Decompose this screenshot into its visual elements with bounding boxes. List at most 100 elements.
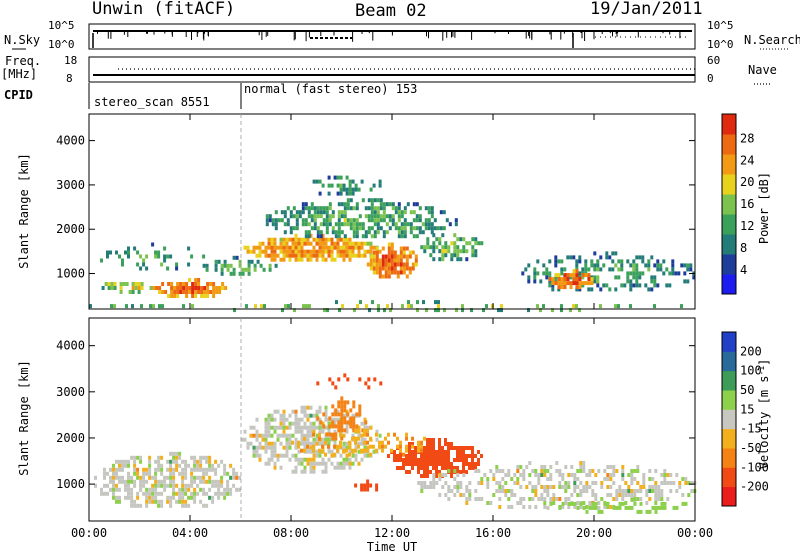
heatmap-cell [106, 471, 109, 476]
heatmap-cell [136, 491, 140, 496]
heatmap-cell [130, 479, 134, 484]
heatmap-cell [360, 433, 364, 438]
heatmap-cell [255, 449, 259, 454]
x-tick-label: 08:00 [273, 526, 309, 540]
heatmap-cell [321, 457, 325, 462]
heatmap-cell [324, 437, 328, 442]
heatmap-cell [651, 477, 655, 481]
heatmap-cell [426, 446, 429, 450]
heatmap-cell [253, 263, 257, 268]
heatmap-cell [125, 304, 128, 309]
heatmap-cell [214, 459, 218, 464]
heatmap-cell [533, 267, 537, 272]
heatmap-cell [313, 218, 317, 223]
heatmap-cell [564, 465, 568, 469]
heatmap-cell [223, 491, 227, 496]
heatmap-cell [247, 271, 251, 276]
heatmap-cell [321, 183, 325, 188]
heatmap-cell [657, 497, 661, 501]
heatmap-cell [411, 466, 414, 470]
heatmap-cell [441, 233, 445, 238]
heatmap-cell [345, 457, 349, 462]
heatmap-cell [121, 459, 124, 464]
heatmap-cell [113, 282, 117, 286]
heatmap-cell [382, 202, 386, 207]
heatmap-cell [240, 437, 244, 442]
station-title: Unwin (fitACF) [92, 0, 235, 19]
heatmap-cell [597, 469, 601, 473]
heatmap-cell [342, 249, 346, 254]
heatmap-cell [202, 475, 206, 480]
heatmap-cell [327, 183, 331, 188]
heatmap-cell [382, 214, 386, 219]
heatmap-cell [444, 462, 447, 466]
heatmap-cell [187, 262, 191, 267]
heatmap-cell [139, 254, 143, 259]
heatmap-cell [312, 425, 316, 430]
heatmap-cell [267, 457, 271, 462]
heatmap-cell [444, 450, 447, 454]
heatmap-cell [351, 191, 355, 196]
heatmap-cell [175, 491, 179, 496]
heatmap-cell [663, 469, 667, 473]
heatmap-cell [384, 254, 388, 259]
heatmap-cell [612, 505, 616, 510]
heatmap-cell [462, 446, 465, 450]
heatmap-cell [560, 259, 564, 264]
heatmap-cell [304, 202, 308, 207]
heatmap-cell [519, 465, 523, 469]
heatmap-cell [390, 266, 394, 271]
heatmap-cell [575, 269, 579, 274]
heatmap-cell [656, 263, 660, 268]
heatmap-cell [450, 241, 454, 246]
heatmap-cell [474, 462, 477, 466]
heatmap-cell [307, 222, 311, 227]
heatmap-cell [193, 487, 197, 492]
heatmap-cell [345, 441, 349, 446]
heatmap-cell [376, 210, 380, 215]
heatmap-cell [492, 477, 496, 481]
power-colorbar-swatch [722, 254, 736, 275]
heatmap-cell [178, 495, 182, 500]
heatmap-cell [382, 234, 386, 239]
heatmap-cell [145, 491, 149, 496]
heatmap-cell [545, 267, 549, 272]
heatmap-cell [498, 489, 502, 493]
heatmap-cell [305, 304, 308, 309]
heatmap-cell [330, 432, 333, 437]
heatmap-cell [327, 245, 331, 250]
heatmap-cell [184, 503, 188, 508]
heatmap-cell [145, 471, 149, 476]
heatmap-cell [157, 463, 161, 468]
heatmap-cell [375, 437, 379, 442]
heatmap-cell [366, 445, 370, 450]
heatmap-cell [400, 226, 404, 231]
heatmap-cell [312, 237, 316, 242]
heatmap-cell [612, 469, 616, 473]
heatmap-cell [450, 462, 453, 466]
y-tick-label: 4000 [56, 134, 85, 148]
heatmap-cell [516, 465, 520, 469]
heatmap-cell [468, 489, 472, 493]
heatmap-cell [175, 262, 179, 267]
heatmap-cell [367, 230, 371, 235]
heatmap-cell [644, 263, 648, 268]
heatmap-cell [169, 499, 173, 504]
heatmap-cell [354, 241, 358, 246]
heatmap-cell [379, 206, 383, 211]
power-colorbar-tick: 16 [740, 197, 754, 211]
heatmap-cell [312, 465, 316, 470]
heatmap-cell [370, 214, 374, 219]
heatmap-cell [139, 455, 143, 460]
heatmap-cell [333, 175, 337, 180]
heatmap-cell [315, 453, 319, 458]
heatmap-cell [151, 495, 155, 500]
heatmap-cell [316, 416, 320, 421]
heatmap-cell [349, 420, 353, 425]
heatmap-cell [149, 304, 152, 309]
heatmap-cell [567, 473, 571, 477]
heatmap-cell [336, 409, 340, 414]
heatmap-cell [148, 495, 152, 500]
heatmap-cell [379, 198, 383, 203]
heatmap-cell [453, 458, 456, 462]
